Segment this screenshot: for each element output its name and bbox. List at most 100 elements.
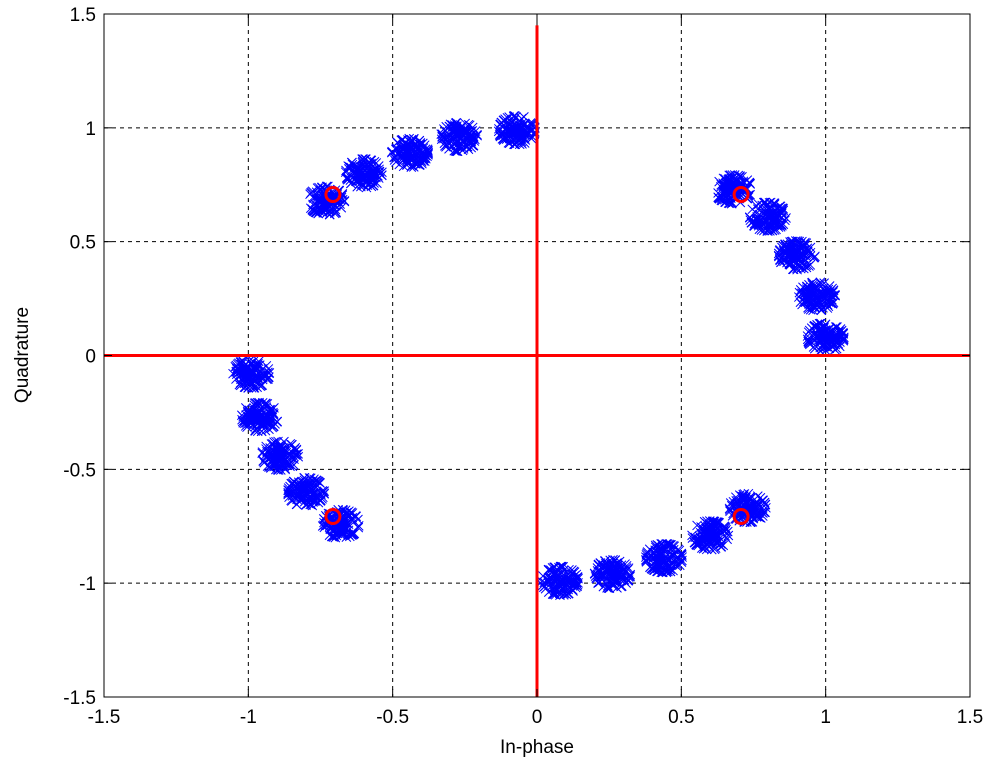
x-marker — [666, 544, 677, 554]
x-marker — [827, 299, 838, 309]
x-marker — [706, 544, 717, 555]
x-marker — [543, 564, 554, 575]
x-marker — [272, 417, 282, 427]
x-marker — [572, 572, 583, 583]
x-marker — [309, 193, 319, 204]
x-marker — [310, 491, 320, 502]
red-axis-lines — [104, 25, 970, 697]
x-marker — [457, 145, 468, 156]
x-marker — [232, 364, 243, 375]
symbol-cluster — [537, 561, 583, 601]
x-marker — [723, 530, 734, 541]
x-marker — [831, 343, 842, 354]
x-marker — [455, 126, 466, 137]
x-marker — [450, 118, 461, 129]
x-marker — [273, 441, 284, 452]
x-marker — [305, 499, 316, 510]
symbol-cluster — [802, 318, 849, 356]
x-marker — [815, 342, 826, 353]
x-marker — [721, 524, 731, 535]
x-marker — [786, 250, 797, 261]
x-marker — [343, 174, 354, 184]
x-marker — [608, 554, 618, 565]
x-marker — [778, 205, 789, 216]
x-marker — [826, 333, 837, 343]
x-marker — [549, 587, 560, 598]
x-marker — [398, 145, 409, 155]
x-marker — [726, 500, 737, 511]
x-marker — [765, 197, 776, 208]
x-marker — [271, 436, 281, 447]
x-marker — [746, 503, 757, 514]
reference-point — [324, 186, 342, 204]
x-marker — [668, 550, 679, 560]
reference-point — [732, 186, 750, 204]
x-marker — [818, 283, 829, 294]
x-marker — [357, 156, 368, 167]
x-marker — [602, 582, 612, 593]
y-tick-label: 0 — [85, 347, 96, 368]
x-marker — [414, 147, 425, 158]
x-marker — [676, 548, 687, 559]
x-marker — [258, 455, 269, 466]
x-marker — [573, 573, 583, 584]
x-marker — [728, 178, 739, 188]
x-marker — [812, 298, 823, 308]
x-marker — [423, 149, 433, 160]
symbol-cluster — [257, 436, 304, 475]
x-marker — [798, 260, 809, 271]
x-marker — [331, 207, 341, 218]
x-marker — [673, 553, 684, 564]
x-marker — [251, 402, 262, 412]
x-marker — [838, 327, 848, 338]
x-marker — [825, 298, 836, 309]
x-marker — [738, 496, 749, 506]
x-marker — [330, 532, 341, 543]
x-marker — [798, 282, 808, 293]
x-marker — [835, 332, 846, 343]
x-marker — [807, 302, 818, 312]
x-marker — [718, 173, 729, 184]
x-marker — [268, 450, 278, 461]
ticks: -1.5 -1 -0.5 0 0.5 1 1.5 -1.5 -1 -0.5 0 0.5 1 1.5 — [63, 5, 983, 728]
x-marker — [761, 205, 772, 215]
x-marker — [753, 199, 764, 210]
x-marker — [794, 287, 805, 298]
x-marker — [283, 489, 293, 500]
y-axis-label: Quadrature — [12, 307, 33, 403]
x-marker — [775, 222, 786, 232]
x-marker — [753, 213, 764, 224]
x-marker — [561, 573, 572, 584]
x-marker — [498, 134, 509, 144]
x-marker — [410, 158, 421, 169]
x-marker — [376, 170, 387, 181]
x-marker — [732, 498, 743, 509]
x-marker — [652, 539, 663, 550]
x-marker — [263, 367, 273, 378]
x-tick-label: 1.5 — [957, 707, 983, 728]
x-marker — [825, 323, 835, 334]
x-marker — [551, 564, 562, 575]
x-marker — [241, 378, 252, 388]
x-tick-label: -1 — [240, 707, 257, 728]
x-marker — [509, 135, 520, 146]
x-marker — [555, 590, 565, 601]
x-marker — [439, 138, 450, 149]
x-marker — [308, 488, 319, 499]
x-marker — [816, 329, 826, 339]
x-marker — [805, 242, 816, 253]
x-marker — [785, 237, 795, 247]
x-marker — [509, 127, 519, 137]
x-marker — [353, 163, 364, 173]
x-marker — [652, 566, 663, 577]
x-marker — [724, 183, 734, 194]
x-marker — [449, 120, 460, 130]
x-marker — [563, 588, 574, 599]
x-marker — [253, 417, 264, 428]
x-marker — [319, 522, 330, 533]
x-marker — [650, 551, 660, 562]
x-marker — [245, 366, 256, 377]
x-marker — [737, 171, 747, 182]
x-marker — [314, 182, 324, 193]
x-marker — [348, 517, 359, 528]
